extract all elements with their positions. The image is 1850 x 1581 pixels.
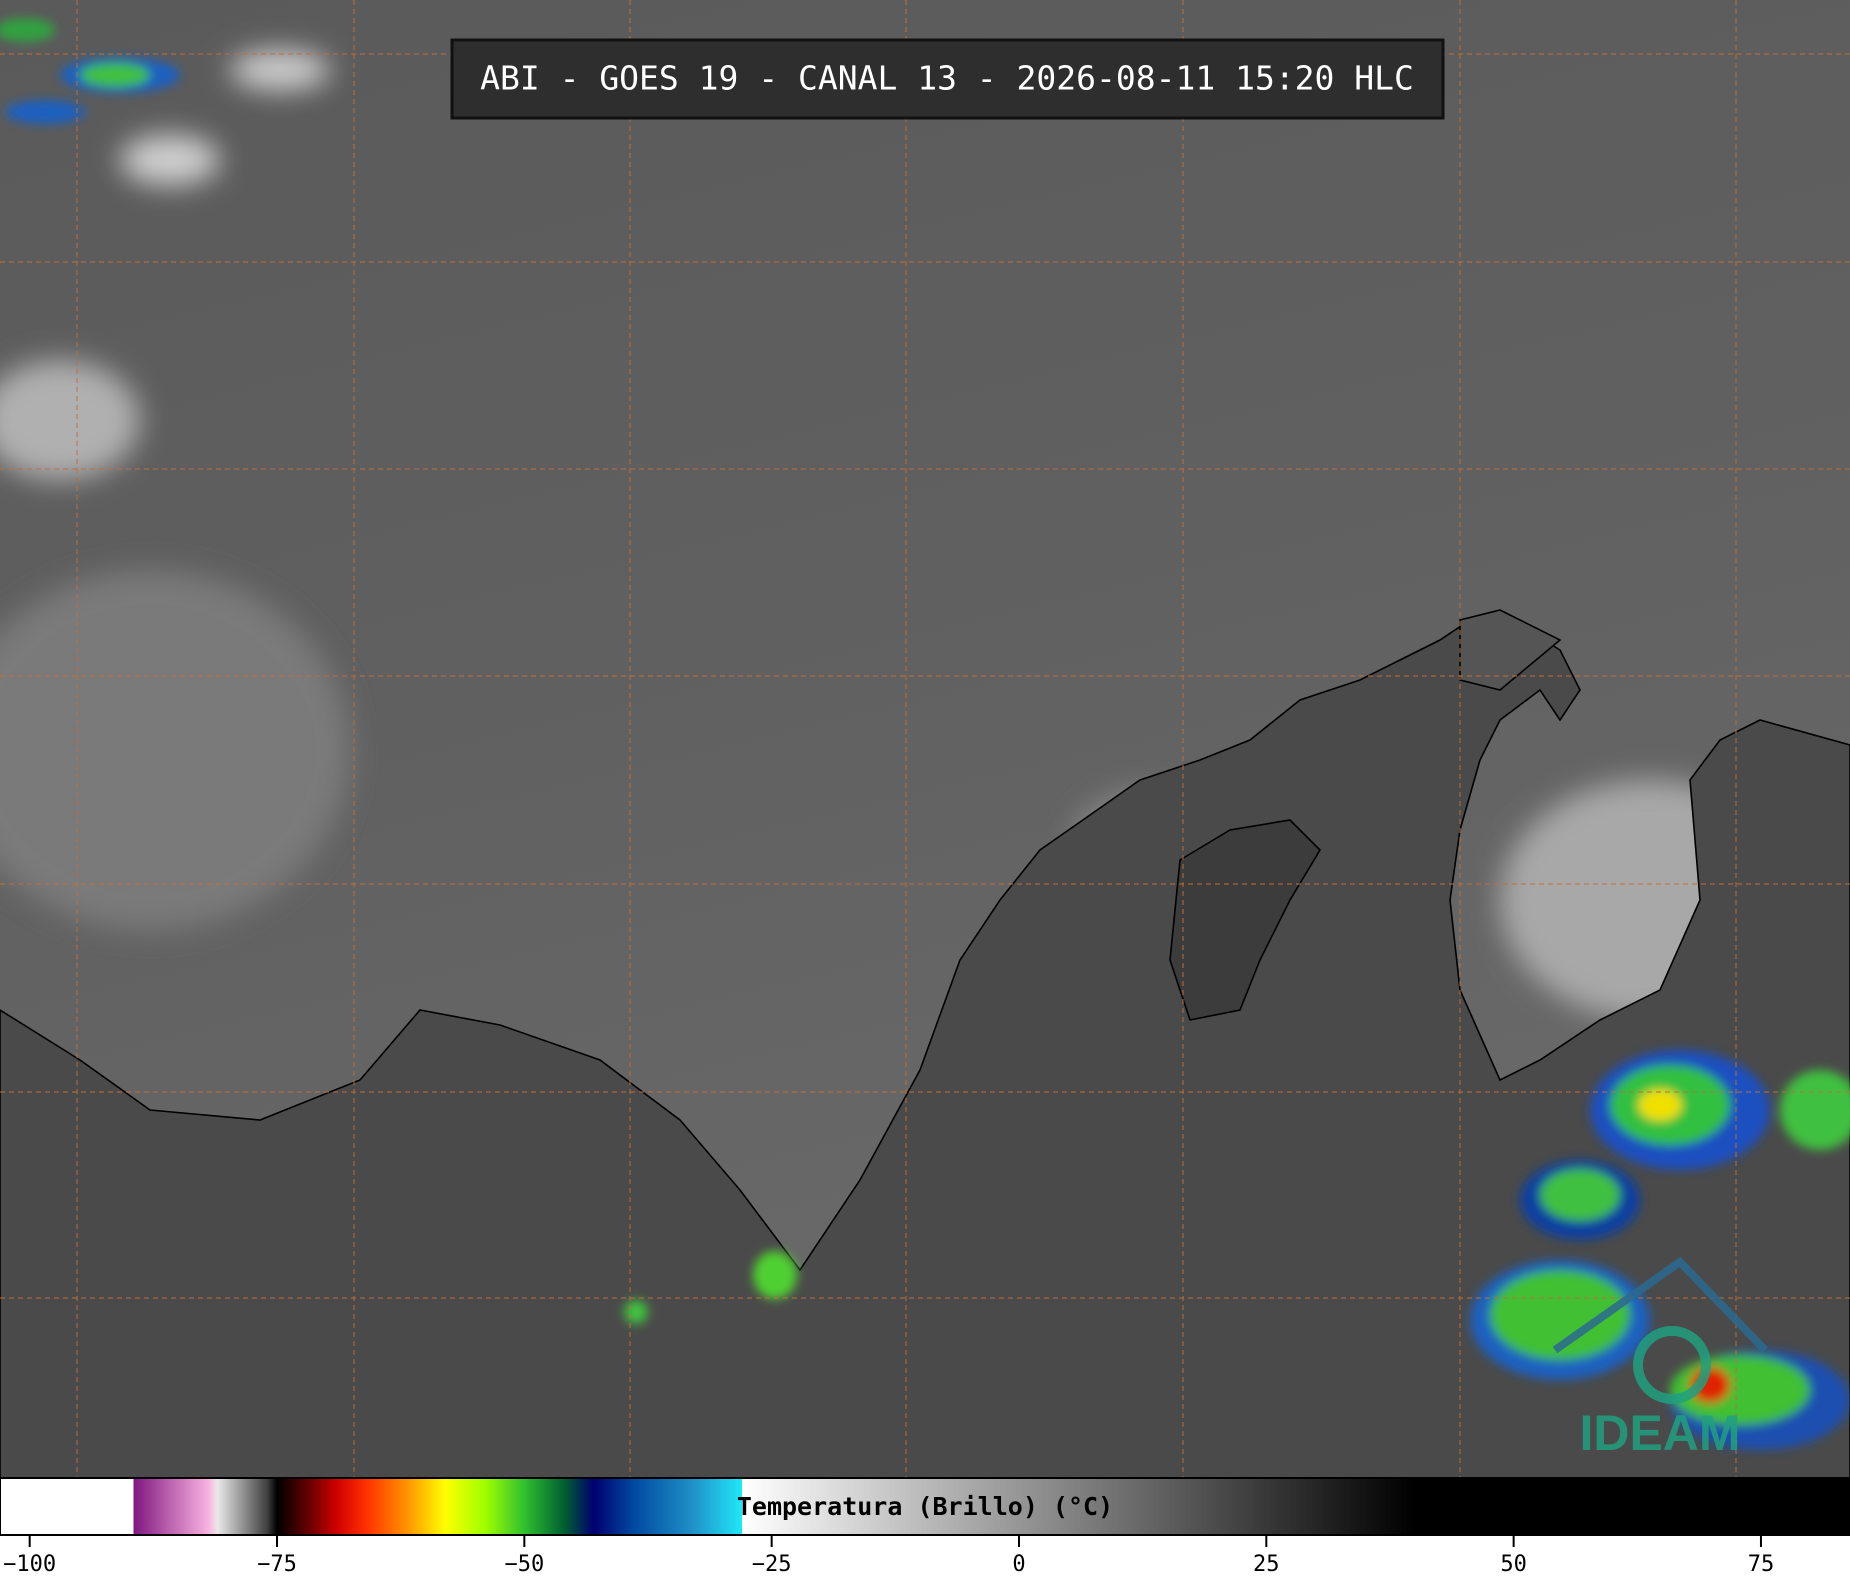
tick-label: 0 [1012, 1552, 1025, 1577]
tick-label: −25 [752, 1552, 792, 1577]
lat-lon-grid [0, 0, 1850, 1478]
tick-label: −100 [3, 1552, 56, 1577]
logo-text: IDEAM [1579, 1405, 1740, 1461]
land [0, 609, 1850, 1479]
tick-label: 75 [1748, 1552, 1775, 1577]
title-box: ABI - GOES 19 - CANAL 13 - 2026-08-11 15… [450, 38, 1445, 120]
tick-label: 50 [1500, 1552, 1527, 1577]
storms [0, 18, 1850, 1450]
tick-label: 25 [1253, 1552, 1280, 1577]
colorbar-gradient [0, 1477, 1850, 1536]
title: ABI - GOES 19 - CANAL 13 - 2026-08-11 15… [480, 59, 1414, 98]
tick-label: −75 [257, 1552, 297, 1577]
logo: IDEAM [1552, 1256, 1768, 1461]
colorbar-label: Temperatura (Brillo) (°C) [737, 1492, 1113, 1521]
colorbar: Temperatura (Brillo) (°C) −100 −75 −50 −25 0… [0, 1477, 1850, 1577]
tick-label: −50 [504, 1552, 544, 1577]
map: ABI - GOES 19 - CANAL 13 - 2026-08-11 15… [0, 0, 1850, 1510]
